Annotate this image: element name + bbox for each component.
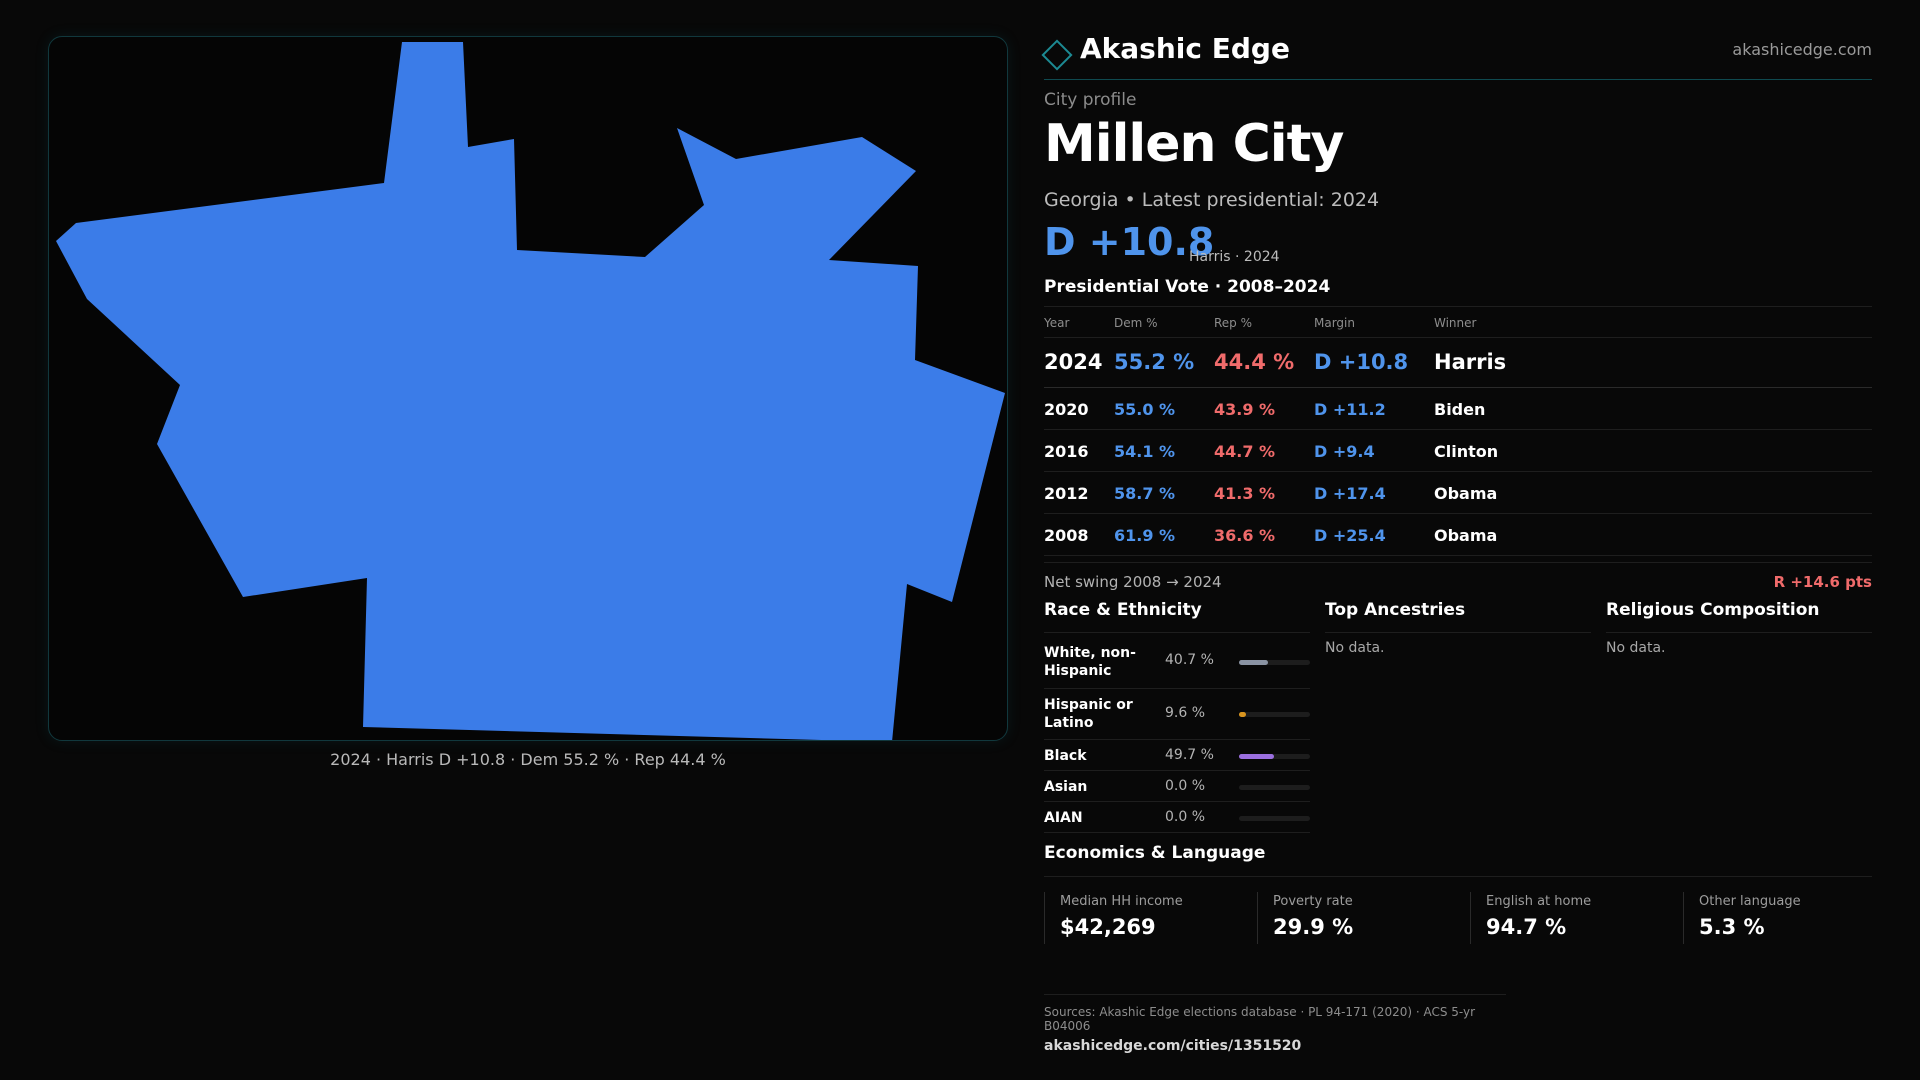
row-winner: Harris [1434,350,1507,374]
race-bar-track [1239,816,1310,821]
diamond-icon [1041,39,1073,71]
econ-card-poverty: Poverty rate 29.9 % [1257,892,1457,944]
econ-value: 29.9 % [1273,915,1354,939]
race-row: Black 49.7 % [1044,740,1310,771]
vote-table: Year Dem % Rep % Margin Winner 2024 55.2… [1044,306,1872,556]
race-label: White, non-Hispanic [1044,645,1136,679]
map-caption: 2024 · Harris D +10.8 · Dem 55.2 % · Rep… [330,750,726,769]
row-margin: D +10.8 [1314,350,1409,374]
row-winner: Clinton [1434,442,1499,461]
ancestries-empty: No data. [1325,640,1385,656]
vote-section-title: Presidential Vote · 2008–2024 [1044,277,1331,297]
source-url-link[interactable]: akashicedge.com/cities/1351520 [1044,1038,1302,1054]
race-pct: 9.6 % [1165,705,1206,721]
row-margin: D +25.4 [1314,526,1386,545]
header-rep: Rep % [1214,316,1253,330]
row-year: 2020 [1044,400,1089,419]
row-margin: D +17.4 [1314,484,1386,503]
row-rep: 43.9 % [1214,400,1276,419]
row-dem: 54.1 % [1114,442,1176,461]
econ-card-other-language: Other language 5.3 % [1683,892,1883,944]
race-label: Black [1044,748,1087,764]
table-row: 2012 58.7 % 41.3 % D +17.4 Obama [1044,472,1872,514]
page-subtitle: Georgia • Latest presidential: 2024 [1044,189,1380,211]
row-rep: 44.4 % [1214,350,1295,374]
race-row: White, non-Hispanic 40.7 % [1044,634,1310,689]
header-winner: Winner [1434,316,1477,330]
ancestries-section-title: Top Ancestries [1325,600,1591,633]
race-bar-fill [1239,712,1246,717]
race-bar-track [1239,660,1310,665]
race-label: AIAN [1044,810,1083,826]
race-pct: 0.0 % [1165,809,1206,825]
race-bar-fill [1239,660,1268,665]
econ-label: English at home [1486,894,1592,909]
religion-empty: No data. [1606,640,1666,656]
race-row: AIAN 0.0 % [1044,802,1310,833]
race-bar-fill [1239,754,1275,759]
net-swing-row: Net swing 2008 → 2024 R +14.6 pts [1044,562,1872,602]
swing-value: R +14.6 pts [1773,573,1872,591]
map-svg [56,42,1005,740]
row-rep: 36.6 % [1214,526,1276,545]
row-year: 2024 [1044,350,1103,374]
table-row: 2016 54.1 % 44.7 % D +9.4 Clinton [1044,430,1872,472]
header-dem: Dem % [1114,316,1158,330]
table-row: 2008 61.9 % 36.6 % D +25.4 Obama [1044,514,1872,556]
race-bar-track [1239,754,1310,759]
race-bar-track [1239,712,1310,717]
table-row: 2020 55.0 % 43.9 % D +11.2 Biden [1044,388,1872,430]
swing-label: Net swing 2008 → 2024 [1044,573,1222,591]
page-title: Millen City [1044,114,1344,174]
row-year: 2008 [1044,526,1089,545]
econ-label: Other language [1699,894,1801,909]
race-section-title: Race & Ethnicity [1044,600,1310,633]
table-row: 2024 55.2 % 44.4 % D +10.8 Harris [1044,338,1872,388]
econ-label: Poverty rate [1273,894,1353,909]
race-label: Hispanic or Latino [1044,697,1133,731]
religion-section-title: Religious Composition [1606,600,1872,633]
econ-card-income: Median HH income $42,269 [1044,892,1244,944]
row-dem: 58.7 % [1114,484,1176,503]
row-year: 2016 [1044,442,1089,461]
headline-margin: D +10.8 [1044,220,1215,264]
econ-value: 94.7 % [1486,915,1567,939]
econ-card-english: English at home 94.7 % [1470,892,1670,944]
row-margin: D +11.2 [1314,400,1386,419]
race-pct: 40.7 % [1165,652,1214,668]
econ-value: $42,269 [1060,915,1156,939]
headline-winner: Harris · 2024 [1189,249,1280,265]
row-dem: 55.0 % [1114,400,1176,419]
row-dem: 61.9 % [1114,526,1176,545]
brand-url-link[interactable]: akashicedge.com [1732,40,1872,59]
sources-line: Sources: Akashic Edge elections database… [1044,1005,1476,1033]
sources-footer: Sources: Akashic Edge elections database… [1044,994,1506,1054]
economics-section-title: Economics & Language [1044,843,1872,877]
header-year: Year [1044,316,1070,330]
page-kicker: City profile [1044,90,1137,110]
city-boundary-shape [56,42,1005,740]
row-margin: D +9.4 [1314,442,1375,461]
city-boundary-map [48,36,1008,741]
row-rep: 41.3 % [1214,484,1276,503]
brand-header: Akashic Edge akashicedge.com [1041,30,1872,80]
row-dem: 55.2 % [1114,350,1195,374]
row-winner: Biden [1434,400,1486,419]
econ-label: Median HH income [1060,894,1183,909]
row-year: 2012 [1044,484,1089,503]
econ-value: 5.3 % [1699,915,1765,939]
race-pct: 49.7 % [1165,747,1214,763]
race-row: Hispanic or Latino 9.6 % [1044,689,1310,740]
race-label: Asian [1044,779,1088,795]
row-winner: Obama [1434,484,1498,503]
race-pct: 0.0 % [1165,778,1206,794]
race-bar-track [1239,785,1310,790]
header-margin: Margin [1314,316,1355,330]
race-row: Asian 0.0 % [1044,771,1310,802]
row-rep: 44.7 % [1214,442,1276,461]
brand-name[interactable]: Akashic Edge [1080,32,1290,65]
vote-table-header: Year Dem % Rep % Margin Winner [1044,306,1872,338]
row-winner: Obama [1434,526,1498,545]
